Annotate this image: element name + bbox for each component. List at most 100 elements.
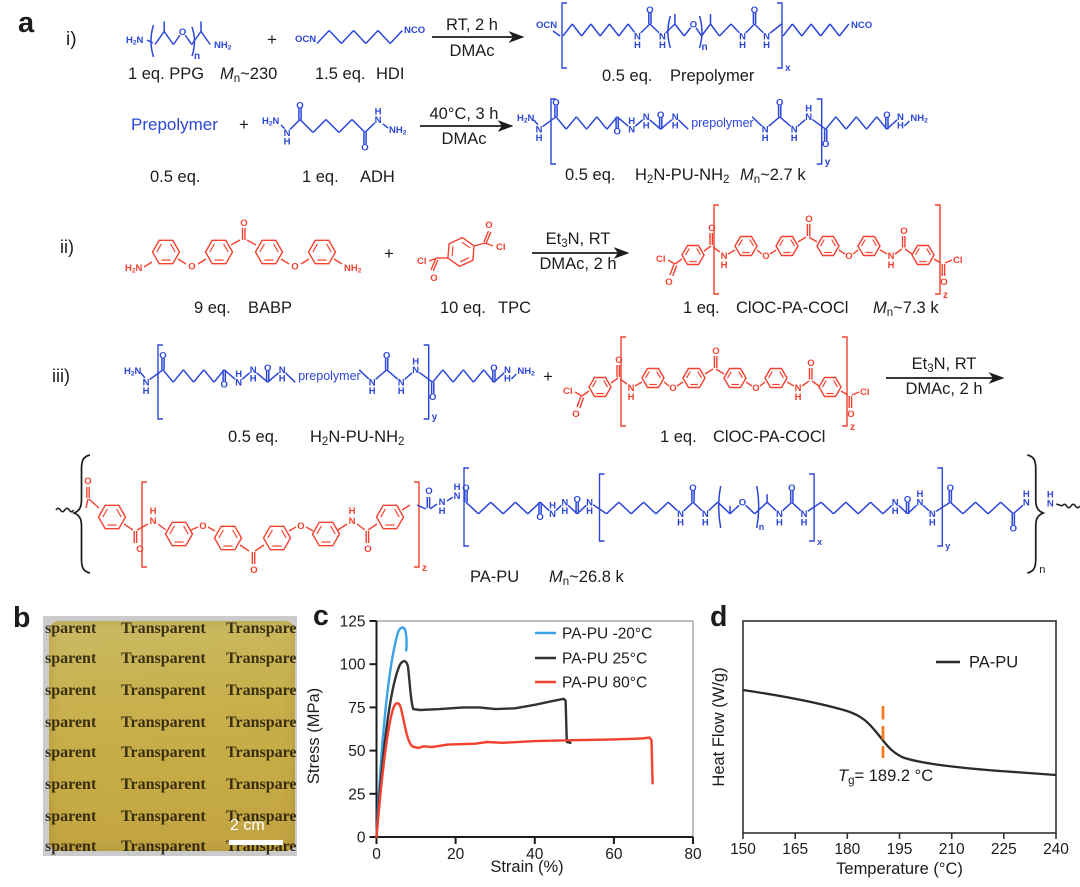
svg-text:+: + bbox=[267, 30, 277, 49]
svg-text:O: O bbox=[847, 409, 854, 420]
svg-text:20: 20 bbox=[447, 846, 465, 863]
svg-text:H: H bbox=[279, 374, 286, 385]
svg-text:prepolymer: prepolymer bbox=[298, 369, 361, 383]
svg-text:H: H bbox=[235, 369, 242, 380]
svg-text:H: H bbox=[628, 116, 635, 127]
svg-text:O: O bbox=[646, 5, 653, 16]
svg-text:H: H bbox=[634, 40, 641, 51]
svg-text:H: H bbox=[412, 357, 419, 368]
svg-text:H: H bbox=[763, 40, 770, 51]
svg-text:NCO: NCO bbox=[404, 25, 425, 36]
svg-text:195: 195 bbox=[887, 841, 913, 858]
svg-text:BABP: BABP bbox=[248, 299, 292, 317]
svg-text:H: H bbox=[549, 501, 556, 512]
svg-text:OCN: OCN bbox=[536, 20, 557, 31]
svg-text:H: H bbox=[454, 482, 461, 493]
svg-text:O: O bbox=[690, 19, 697, 30]
svg-text:Mn~7.3 k: Mn~7.3 k bbox=[873, 299, 939, 319]
svg-text:O: O bbox=[425, 486, 432, 497]
svg-text:N: N bbox=[892, 498, 899, 509]
svg-text:N: N bbox=[739, 31, 746, 42]
svg-text:N: N bbox=[1023, 498, 1030, 509]
svg-text:O: O bbox=[900, 226, 907, 237]
svg-text:O: O bbox=[383, 351, 390, 362]
svg-text:N: N bbox=[791, 125, 798, 136]
svg-text:H2N: H2N bbox=[517, 113, 535, 125]
svg-text:H: H bbox=[721, 260, 728, 271]
svg-text:z: z bbox=[943, 290, 948, 301]
svg-text:N: N bbox=[888, 251, 895, 262]
svg-text:O: O bbox=[536, 512, 543, 523]
svg-text:prepolymer: prepolymer bbox=[691, 116, 754, 130]
svg-text:c: c bbox=[313, 600, 329, 632]
svg-text:O: O bbox=[845, 251, 852, 262]
svg-text:n: n bbox=[759, 522, 765, 532]
svg-text:y: y bbox=[825, 157, 831, 168]
svg-text:O: O bbox=[712, 346, 719, 357]
svg-text:+: + bbox=[384, 244, 394, 263]
svg-text:O: O bbox=[572, 409, 579, 420]
svg-text:O: O bbox=[297, 521, 304, 532]
svg-text:H: H bbox=[892, 506, 899, 517]
svg-text:O: O bbox=[614, 127, 621, 138]
svg-text:H2N: H2N bbox=[126, 35, 144, 47]
svg-text:N: N bbox=[776, 509, 783, 520]
svg-text:H: H bbox=[628, 392, 635, 403]
svg-text:O: O bbox=[291, 262, 298, 273]
svg-text:210: 210 bbox=[939, 841, 965, 858]
svg-text:Cl: Cl bbox=[496, 242, 506, 253]
svg-text:H: H bbox=[375, 106, 382, 117]
svg-text:N: N bbox=[235, 378, 242, 389]
svg-text:H2N: H2N bbox=[125, 263, 143, 275]
svg-text:0.5 eq.: 0.5 eq. bbox=[602, 67, 652, 85]
svg-text:N: N bbox=[375, 115, 382, 126]
svg-text:9 eq.: 9 eq. bbox=[194, 299, 231, 317]
svg-text:Cl: Cl bbox=[953, 255, 963, 266]
svg-text:O: O bbox=[1010, 524, 1017, 535]
svg-text:H2N-PU-NH2: H2N-PU-NH2 bbox=[310, 428, 404, 448]
svg-text:O: O bbox=[708, 223, 715, 234]
svg-text:Et3N, RT: Et3N, RT bbox=[912, 355, 977, 375]
svg-text:1 eq.: 1 eq. bbox=[683, 299, 720, 317]
svg-text:O: O bbox=[657, 110, 664, 121]
svg-text:H: H bbox=[398, 386, 405, 397]
svg-text:Cl: Cl bbox=[563, 386, 573, 397]
svg-text:180: 180 bbox=[834, 841, 860, 858]
svg-text:H: H bbox=[791, 133, 798, 144]
svg-text:NH2: NH2 bbox=[389, 125, 407, 137]
svg-text:O: O bbox=[221, 380, 228, 391]
svg-text:ADH: ADH bbox=[360, 168, 395, 186]
svg-text:N: N bbox=[762, 125, 769, 136]
svg-text:N: N bbox=[454, 491, 461, 502]
svg-text:H: H bbox=[643, 121, 650, 132]
svg-text:N: N bbox=[504, 365, 511, 376]
svg-text:O: O bbox=[751, 5, 758, 16]
svg-text:H: H bbox=[349, 506, 356, 517]
svg-text:DMAc, 2 h: DMAc, 2 h bbox=[539, 255, 616, 273]
svg-text:50: 50 bbox=[348, 743, 366, 760]
svg-text:N: N bbox=[897, 112, 904, 123]
svg-text:0: 0 bbox=[372, 846, 381, 863]
svg-text:O: O bbox=[199, 521, 206, 532]
svg-text:z: z bbox=[422, 563, 427, 574]
svg-text:NH2: NH2 bbox=[344, 263, 362, 275]
svg-text:N: N bbox=[412, 365, 419, 376]
svg-text:H: H bbox=[672, 121, 679, 132]
svg-text:Mn~26.8 k: Mn~26.8 k bbox=[549, 568, 624, 588]
svg-text:240: 240 bbox=[1043, 841, 1069, 858]
svg-text:N: N bbox=[1047, 499, 1054, 510]
svg-text:N: N bbox=[677, 509, 684, 520]
svg-text:N: N bbox=[561, 498, 568, 509]
svg-text:O: O bbox=[940, 277, 947, 288]
svg-text:n: n bbox=[1039, 564, 1045, 576]
svg-text:O: O bbox=[669, 383, 676, 394]
svg-text:PA-PU 25°C: PA-PU 25°C bbox=[562, 651, 647, 668]
svg-text:z: z bbox=[850, 422, 855, 433]
svg-text:O: O bbox=[807, 358, 814, 369]
svg-text:b: b bbox=[13, 602, 30, 634]
svg-text:O: O bbox=[240, 218, 247, 229]
svg-text:H: H bbox=[1023, 489, 1030, 500]
svg-text:Prepolymer: Prepolymer bbox=[131, 115, 218, 134]
svg-text:N: N bbox=[150, 516, 157, 527]
svg-text:N: N bbox=[279, 365, 286, 376]
